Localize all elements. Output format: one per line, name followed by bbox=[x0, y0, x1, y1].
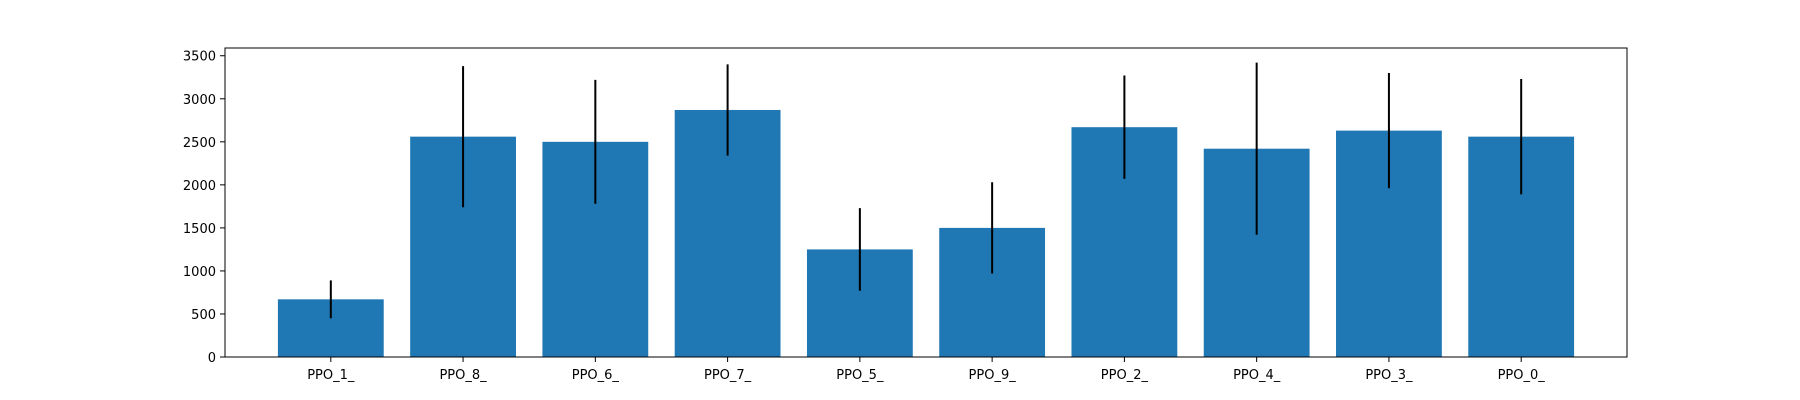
y-tick-label: 2000 bbox=[183, 179, 216, 194]
x-tick-label: PPO_6_ bbox=[572, 368, 620, 383]
x-tick-label: PPO_1_ bbox=[307, 368, 355, 383]
x-tick-label: PPO_0_ bbox=[1498, 368, 1546, 383]
x-tick-label: PPO_7_ bbox=[704, 368, 752, 383]
y-tick-label: 500 bbox=[191, 308, 216, 323]
x-tick-label: PPO_3_ bbox=[1365, 368, 1413, 383]
x-axis: PPO_1_ PPO_8_ PPO_6_ PPO_7_ PPO_5_ PPO_9_ PPO_… bbox=[307, 357, 1545, 383]
x-tick-label: PPO_4_ bbox=[1233, 368, 1281, 383]
x-tick-label: PPO_8_ bbox=[439, 368, 487, 383]
y-tick-label: 3000 bbox=[183, 93, 216, 108]
plot-frame bbox=[224, 47, 1628, 358]
x-tick-label: PPO_2_ bbox=[1101, 368, 1149, 383]
y-tick-label: 0 bbox=[208, 351, 216, 366]
x-tick-label: PPO_5_ bbox=[836, 368, 884, 383]
y-axis: 0 500 1000 1500 2000 2500 3000 3500 bbox=[183, 50, 225, 366]
error-bars-layer bbox=[329, 62, 1523, 319]
x-tick-label: PPO_9_ bbox=[969, 368, 1017, 383]
y-tick-label: 2500 bbox=[183, 136, 216, 151]
y-tick-label: 1000 bbox=[183, 265, 216, 280]
bars-layer bbox=[277, 109, 1575, 358]
y-tick-label: 1500 bbox=[183, 222, 216, 237]
y-tick-label: 3500 bbox=[183, 50, 216, 65]
